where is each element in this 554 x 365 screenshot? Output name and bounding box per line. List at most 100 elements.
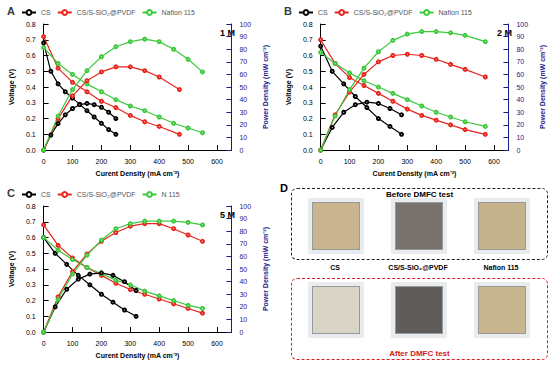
svg-text:CS/S-SiO₂@PVDF: CS/S-SiO₂@PVDF	[77, 191, 136, 198]
svg-text:Voltage (V): Voltage (V)	[8, 69, 16, 105]
svg-text:40: 40	[516, 96, 524, 103]
svg-text:0.3: 0.3	[26, 281, 36, 288]
svg-text:90: 90	[239, 215, 247, 222]
svg-text:50: 50	[239, 266, 247, 273]
svg-text:500: 500	[182, 340, 194, 347]
svg-text:50: 50	[239, 84, 247, 91]
svg-text:Voltage (V): Voltage (V)	[8, 251, 16, 287]
svg-text:0.0: 0.0	[303, 147, 313, 154]
svg-text:400: 400	[430, 158, 442, 165]
svg-text:Power Density (mW cm⁻²): Power Density (mW cm⁻²)	[262, 45, 270, 129]
svg-text:20: 20	[239, 303, 247, 310]
svg-text:0.7: 0.7	[303, 36, 313, 43]
svg-text:0.0: 0.0	[26, 329, 36, 336]
svg-text:CS/S-SiO₂@PVDF: CS/S-SiO₂@PVDF	[77, 9, 136, 16]
svg-text:300: 300	[124, 340, 136, 347]
svg-text:50: 50	[516, 84, 524, 91]
svg-text:60: 60	[239, 71, 247, 78]
svg-text:90: 90	[516, 33, 524, 40]
svg-text:0.1: 0.1	[26, 313, 36, 320]
svg-text:CS/S-SiO₂@PVDF: CS/S-SiO₂@PVDF	[354, 9, 413, 16]
svg-text:400: 400	[153, 340, 165, 347]
svg-text:0: 0	[516, 147, 520, 154]
svg-text:300: 300	[124, 158, 136, 165]
svg-text:0.8: 0.8	[26, 203, 36, 210]
svg-text:0.7: 0.7	[26, 218, 36, 225]
svg-text:100: 100	[239, 21, 251, 28]
svg-text:40: 40	[239, 278, 247, 285]
svg-text:Curent Density (mA cm⁻²): Curent Density (mA cm⁻²)	[96, 352, 180, 360]
svg-text:CS: CS	[41, 9, 51, 16]
svg-text:0.2: 0.2	[26, 297, 36, 304]
svg-text:0.6: 0.6	[26, 234, 36, 241]
svg-text:0.6: 0.6	[303, 52, 313, 59]
svg-text:30: 30	[239, 109, 247, 116]
svg-text:CS: CS	[41, 191, 51, 198]
svg-text:20: 20	[239, 121, 247, 128]
svg-text:30: 30	[516, 109, 524, 116]
svg-text:500: 500	[459, 158, 471, 165]
svg-text:70: 70	[516, 58, 524, 65]
svg-text:0.1: 0.1	[303, 131, 313, 138]
svg-text:0.5: 0.5	[303, 68, 313, 75]
svg-text:200: 200	[96, 340, 108, 347]
svg-text:0: 0	[239, 329, 243, 336]
svg-text:2 M: 2 M	[497, 28, 512, 38]
svg-text:20: 20	[516, 121, 524, 128]
svg-text:C: C	[7, 187, 15, 199]
svg-text:10: 10	[239, 134, 247, 141]
svg-text:0.3: 0.3	[26, 99, 36, 106]
svg-text:80: 80	[516, 46, 524, 53]
svg-text:30: 30	[239, 291, 247, 298]
svg-text:Curent Density (mA cm⁻²): Curent Density (mA cm⁻²)	[373, 170, 457, 178]
svg-text:0.7: 0.7	[26, 36, 36, 43]
svg-text:Nafion 115: Nafion 115	[439, 9, 472, 16]
svg-text:40: 40	[239, 96, 247, 103]
svg-text:0.2: 0.2	[26, 115, 36, 122]
svg-text:0.0: 0.0	[26, 147, 36, 154]
svg-text:1 M: 1 M	[220, 28, 235, 38]
svg-text:300: 300	[401, 158, 413, 165]
svg-text:60: 60	[516, 71, 524, 78]
svg-text:70: 70	[239, 240, 247, 247]
svg-text:0.4: 0.4	[26, 266, 36, 273]
svg-text:600: 600	[211, 158, 223, 165]
svg-text:0: 0	[42, 340, 46, 347]
svg-text:100: 100	[344, 158, 356, 165]
svg-text:10: 10	[239, 316, 247, 323]
svg-text:200: 200	[96, 158, 108, 165]
svg-text:CS: CS	[318, 9, 328, 16]
svg-text:0: 0	[42, 158, 46, 165]
svg-text:100: 100	[239, 203, 251, 210]
svg-text:0.5: 0.5	[26, 68, 36, 75]
svg-text:100: 100	[67, 158, 79, 165]
svg-text:5 M: 5 M	[220, 210, 235, 220]
svg-text:0.5: 0.5	[26, 250, 36, 257]
svg-text:Nafion 115: Nafion 115	[162, 9, 195, 16]
svg-text:400: 400	[153, 158, 165, 165]
svg-text:0: 0	[239, 147, 243, 154]
svg-text:N 115: N 115	[162, 191, 180, 198]
svg-text:0.2: 0.2	[303, 115, 313, 122]
svg-text:Power Density (mW cm⁻²): Power Density (mW cm⁻²)	[262, 227, 270, 311]
svg-text:80: 80	[239, 228, 247, 235]
svg-text:0.8: 0.8	[26, 21, 36, 28]
svg-text:60: 60	[239, 253, 247, 260]
svg-text:100: 100	[67, 340, 79, 347]
svg-text:70: 70	[239, 58, 247, 65]
svg-text:Power Density (mW cm⁻²): Power Density (mW cm⁻²)	[539, 45, 547, 129]
svg-text:Voltage (V): Voltage (V)	[285, 69, 293, 105]
svg-text:500: 500	[182, 158, 194, 165]
svg-text:200: 200	[373, 158, 385, 165]
svg-text:A: A	[7, 5, 15, 17]
svg-text:0: 0	[319, 158, 323, 165]
svg-text:600: 600	[488, 158, 500, 165]
svg-text:10: 10	[516, 134, 524, 141]
svg-text:80: 80	[239, 46, 247, 53]
svg-text:0.4: 0.4	[26, 84, 36, 91]
svg-text:0.1: 0.1	[26, 131, 36, 138]
svg-text:0.3: 0.3	[303, 99, 313, 106]
svg-text:100: 100	[516, 21, 528, 28]
svg-text:0.8: 0.8	[303, 21, 313, 28]
svg-text:0.6: 0.6	[26, 52, 36, 59]
